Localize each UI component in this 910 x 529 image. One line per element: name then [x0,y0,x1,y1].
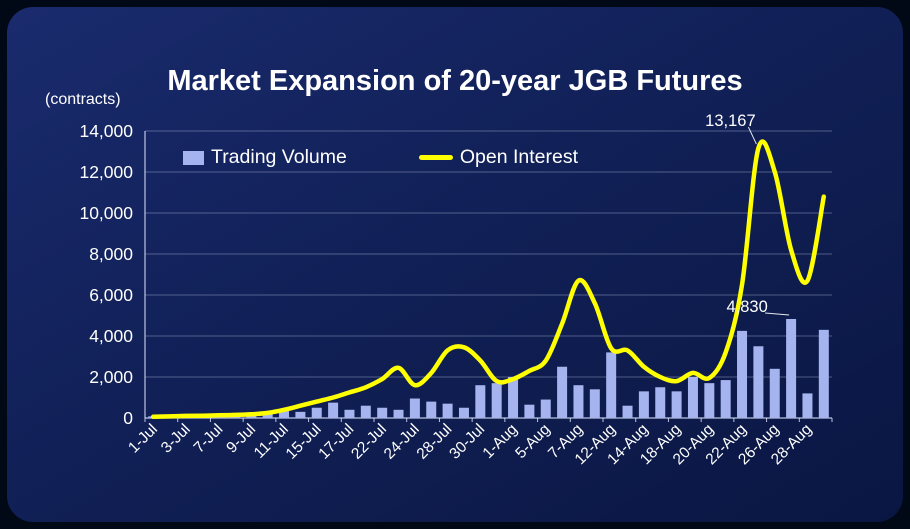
y-tick-label: 6,000 [89,285,133,305]
y-tick-label: 0 [123,408,133,428]
x-tick-label: 22-Jul [348,421,390,463]
volume-bar [458,407,469,418]
volume-bar [279,410,290,418]
y-tick-label: 14,000 [79,121,133,141]
y-tick-label: 2,000 [89,367,133,387]
volume-bar [638,391,649,418]
volume-bar [344,409,355,418]
legend: Trading Volume Open Interest [183,146,578,169]
volume-bar [524,404,535,418]
volume-bar [589,389,600,418]
trading-volume-swatch-icon [183,150,204,165]
volume-bar [606,352,617,418]
volume-bar [687,377,698,418]
y-tick-label: 8,000 [89,244,133,264]
volume-bar [393,409,404,418]
x-tick-label: 17-Jul [315,421,357,463]
volume-bar [540,399,551,418]
volume-bar [737,330,748,418]
volume-bar [720,380,731,418]
volume-bar [426,401,437,418]
legend-item-trading-volume: Trading Volume [183,146,347,169]
volume-bar [295,411,306,418]
volume-bar [704,383,715,418]
volume-bar [802,393,813,418]
volume-bar [818,329,829,418]
chart-title: Market Expansion of 20-year JGB Futures [167,65,743,98]
y-tick-label: 4,000 [89,326,133,346]
chart-panel [7,7,903,522]
volume-bar [491,383,502,418]
x-tick-label: 30-Jul [446,421,488,463]
x-tick-label: 1-Aug [480,421,521,462]
volume-bar [671,391,682,418]
x-tick-label: 28-Jul [414,421,456,463]
annotation-label: 4,830 [726,298,767,316]
volume-bar [409,398,420,418]
volume-bar [262,412,273,418]
volume-bar [573,385,584,418]
volume-bar [753,346,764,418]
x-tick-label: 11-Jul [251,421,292,462]
y-axis-unit-label: (contracts) [45,91,121,108]
volume-bar [655,387,666,418]
annotation-label: 13,167 [705,112,755,130]
volume-bar [442,403,453,418]
x-tick-label: 7-Jul [191,421,227,457]
volume-bar [377,407,388,418]
legend-label-open-interest: Open Interest [459,146,579,168]
x-tick-label: 15-Jul [283,421,325,463]
y-tick-label: 10,000 [79,203,133,223]
volume-bar [246,415,257,418]
x-tick-label: 24-Jul [381,421,423,463]
volume-bar [328,402,339,418]
annotation-leader-line [747,126,757,145]
x-tick-label: 5-Aug [512,421,553,462]
volume-bar [557,366,568,418]
volume-bar [769,368,780,418]
volume-bar [360,405,371,418]
open-interest-line [150,139,827,420]
open-interest-swatch-icon [418,155,453,160]
volume-bar [508,377,519,418]
x-tick-label: 3-Jul [158,421,194,457]
legend-label-trading-volume: Trading Volume [211,146,347,168]
volume-bar [475,385,486,418]
volume-bar [311,407,322,418]
volume-bar [622,405,633,418]
y-tick-label: 12,000 [79,162,133,182]
legend-item-open-interest: Open Interest [418,146,579,169]
annotation-leader-line [765,312,790,316]
volume-bar [786,318,797,418]
